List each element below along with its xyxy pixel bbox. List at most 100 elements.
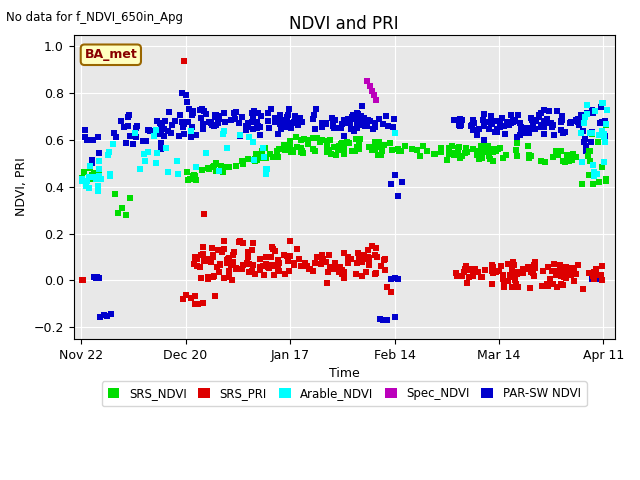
Point (600, 120, 611, 128)
Point (376, 142, 387, 149)
Point (516, 125, 526, 133)
Point (488, 263, 498, 270)
Point (294, 114, 305, 121)
Point (179, 130, 189, 138)
Point (335, 264, 345, 271)
Point (134, 166, 145, 173)
Point (602, 106, 612, 114)
Point (243, 156, 253, 163)
Point (203, 274, 213, 281)
Point (237, 114, 248, 121)
Point (511, 146, 521, 154)
Point (367, 87, 377, 95)
Point (216, 163, 227, 170)
Point (592, 271, 602, 278)
Point (261, 155, 271, 162)
Point (227, 276, 237, 284)
Point (365, 82, 376, 90)
Point (291, 119, 301, 126)
Point (499, 154, 509, 161)
Point (113, 209, 124, 216)
Point (229, 249, 239, 256)
Point (393, 145, 403, 153)
Point (459, 268, 469, 276)
Point (312, 134, 322, 142)
Point (543, 263, 553, 271)
Point (186, 111, 196, 119)
Point (524, 151, 534, 159)
Point (531, 117, 541, 125)
Point (351, 143, 362, 150)
Point (159, 117, 170, 125)
Point (429, 150, 440, 157)
Point (102, 312, 113, 320)
Point (285, 252, 296, 260)
Point (282, 113, 292, 121)
Point (465, 122, 476, 130)
Point (339, 274, 349, 282)
Point (578, 116, 588, 124)
Point (385, 140, 396, 147)
Point (353, 254, 364, 262)
Point (548, 121, 559, 129)
Point (556, 262, 566, 269)
Point (595, 120, 605, 127)
Point (178, 123, 188, 131)
Point (580, 142, 591, 150)
Point (508, 270, 518, 277)
Point (268, 153, 278, 160)
Point (335, 124, 346, 132)
Point (468, 126, 479, 133)
Point (583, 152, 593, 160)
Point (484, 119, 494, 126)
Point (237, 239, 248, 247)
Point (337, 270, 347, 277)
Point (252, 118, 262, 126)
Point (474, 125, 484, 133)
Point (551, 271, 561, 279)
Point (237, 157, 248, 165)
Point (209, 162, 220, 170)
Point (228, 258, 238, 265)
Point (84, 164, 95, 172)
Point (594, 131, 604, 138)
Point (530, 116, 540, 124)
Point (139, 151, 149, 158)
Point (203, 164, 213, 171)
Point (509, 276, 520, 284)
Point (387, 123, 397, 131)
Point (597, 263, 607, 270)
Point (512, 133, 522, 141)
Point (370, 123, 380, 131)
Point (321, 258, 331, 266)
Point (269, 271, 279, 279)
Point (264, 124, 274, 132)
Point (596, 272, 606, 279)
Point (291, 133, 301, 141)
Point (93, 157, 104, 165)
Point (449, 151, 459, 159)
Point (512, 140, 522, 147)
Point (211, 111, 221, 119)
Point (255, 132, 265, 139)
Point (325, 136, 335, 144)
Point (573, 118, 583, 126)
Point (252, 124, 262, 132)
Point (562, 152, 572, 159)
Point (280, 270, 290, 277)
Point (472, 131, 483, 138)
Point (261, 260, 271, 268)
Point (283, 257, 293, 265)
Point (571, 116, 581, 124)
Point (383, 122, 393, 130)
Point (282, 117, 292, 124)
Point (502, 119, 512, 126)
Point (352, 109, 362, 117)
Point (247, 247, 257, 254)
Point (495, 123, 506, 131)
Point (574, 121, 584, 129)
Point (484, 125, 494, 133)
Point (123, 122, 133, 130)
Point (530, 258, 540, 265)
Point (223, 255, 233, 263)
